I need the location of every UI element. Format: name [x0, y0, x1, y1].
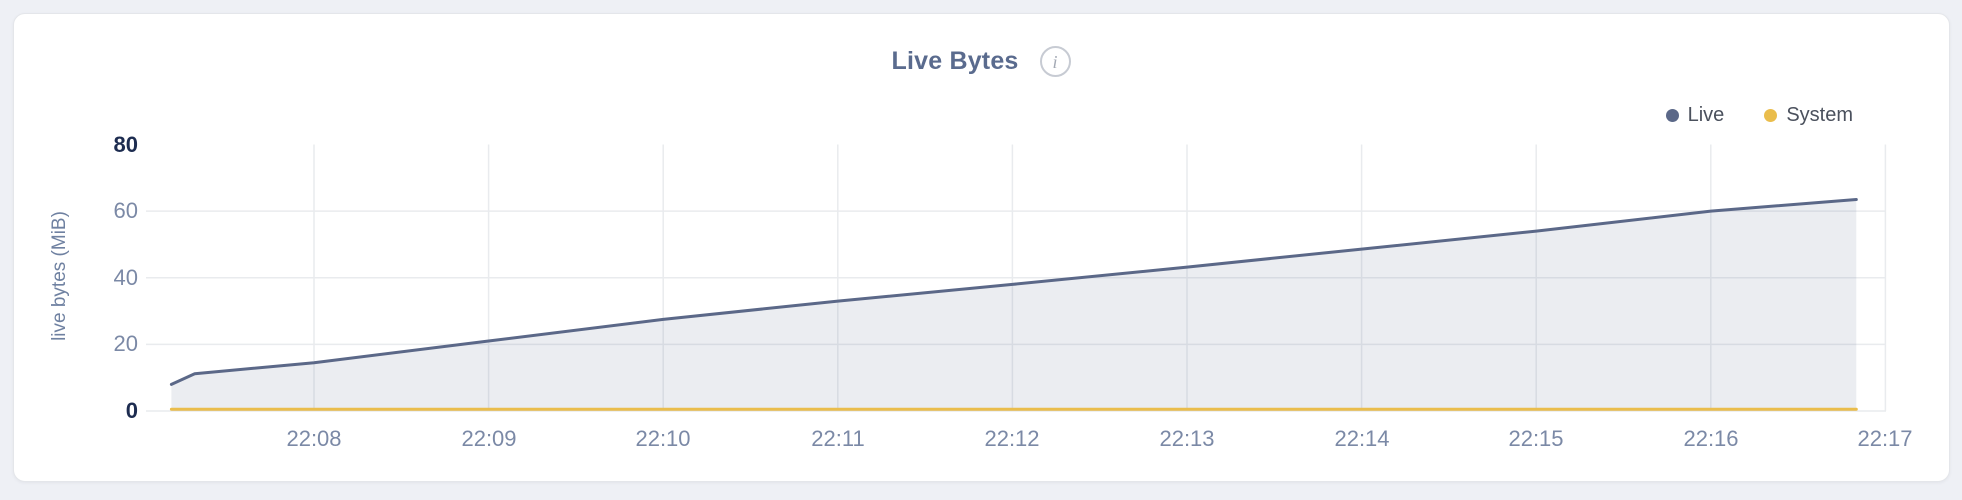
- legend: Live System: [1665, 101, 1853, 129]
- x-tick-label: 22:15: [1508, 426, 1564, 451]
- live-series-area: [171, 199, 1857, 411]
- info-circle-icon[interactable]: i: [1039, 46, 1071, 77]
- legend-swatch-live: [1665, 108, 1679, 122]
- legend-swatch-system: [1764, 108, 1778, 122]
- y-tick-label: 0: [125, 398, 138, 423]
- x-tick-label: 22:16: [1683, 426, 1739, 451]
- legend-item-live[interactable]: Live: [1665, 103, 1725, 127]
- chart-title: Live Bytes: [891, 47, 1019, 75]
- x-tick-label: 22:13: [1159, 426, 1215, 451]
- legend-label: System: [1786, 103, 1853, 126]
- info-glyph: i: [1052, 51, 1058, 72]
- y-tick-label: 80: [113, 132, 138, 157]
- y-tick-label: 40: [113, 265, 138, 290]
- x-tick-label: 22:14: [1334, 426, 1390, 451]
- chart-header: Live Bytes i: [0, 46, 1962, 77]
- x-tick-label: 22:12: [984, 426, 1040, 451]
- y-tick-label: 60: [113, 198, 138, 223]
- y-tick-label: 20: [113, 331, 138, 356]
- legend-item-system[interactable]: System: [1764, 104, 1853, 127]
- chart-card: [13, 13, 1950, 482]
- live-series-line: [169, 198, 1858, 386]
- legend-label: Live: [1687, 103, 1725, 126]
- x-tick-label: 22:11: [811, 426, 865, 451]
- x-tick-label: 22:17: [1857, 426, 1913, 451]
- x-tick-label: 22:09: [461, 426, 517, 451]
- x-tick-label: 22:10: [635, 426, 691, 451]
- x-tick-label: 22:08: [286, 426, 342, 451]
